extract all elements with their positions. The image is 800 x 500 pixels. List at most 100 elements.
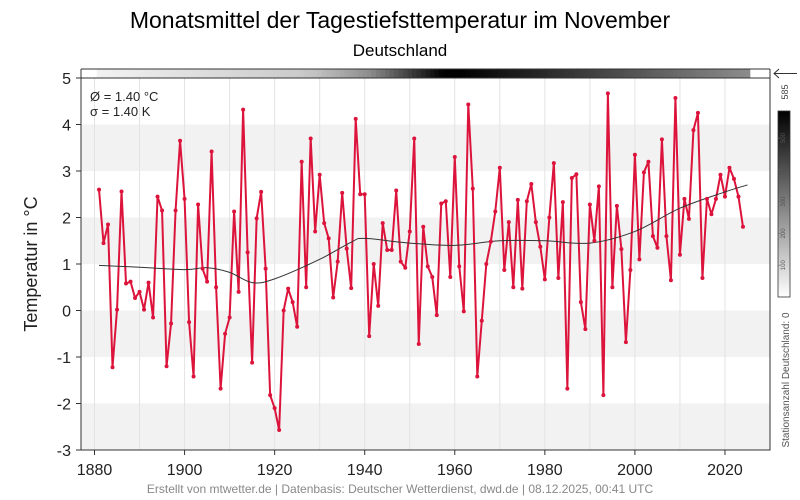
station-strip-cell <box>623 69 629 78</box>
data-point <box>664 234 669 239</box>
data-point <box>700 275 705 280</box>
station-strip-cell <box>632 69 638 78</box>
data-point <box>218 386 223 391</box>
data-point <box>331 295 336 300</box>
data-point <box>416 341 421 346</box>
station-strip-cell <box>155 69 161 78</box>
data-point <box>205 279 210 284</box>
station-strip-cell <box>420 69 427 78</box>
y-tick-label: 5 <box>62 71 71 88</box>
station-strip-cell <box>299 69 305 78</box>
station-strip-cell <box>105 69 111 78</box>
data-point <box>479 318 484 323</box>
station-strip-cell <box>191 69 197 78</box>
data-point <box>412 136 417 141</box>
data-point <box>587 202 592 207</box>
data-point <box>169 321 174 326</box>
station-strip-cell <box>587 69 593 78</box>
data-point <box>236 289 241 294</box>
y-tick-label: -3 <box>57 443 71 460</box>
station-strip-cell <box>222 69 228 78</box>
colorbar-tick-label: 500 <box>781 132 787 143</box>
y-tick-label: 2 <box>62 211 71 228</box>
data-point <box>322 221 327 226</box>
colorbar-tick-label: 300 <box>781 196 787 207</box>
data-point <box>686 216 691 221</box>
data-point <box>659 137 664 142</box>
data-point <box>430 275 435 280</box>
station-strip-cell <box>695 69 701 78</box>
station-strip-cell <box>146 69 152 78</box>
station-strip-cell <box>439 69 445 78</box>
station-strip-cell <box>326 69 332 78</box>
y-axis-ticks: 5 4 3 2 1 0 -1 -2 -3 <box>57 71 81 460</box>
station-strip-cell <box>569 69 575 78</box>
data-point <box>704 196 709 201</box>
station-strip-cell <box>511 69 517 78</box>
station-strip-cell <box>290 69 296 78</box>
data-point <box>677 252 682 257</box>
station-strip-cell <box>362 69 368 78</box>
station-strip-cell <box>173 69 179 78</box>
station-strip-cell <box>727 69 733 78</box>
series-line-trend <box>98 184 748 284</box>
station-strip-cell <box>137 69 143 78</box>
station-strip-cell <box>195 69 201 78</box>
data-point <box>569 175 574 180</box>
station-strip-cell <box>110 69 116 78</box>
data-point <box>466 102 471 107</box>
data-point <box>682 196 687 201</box>
data-point <box>538 244 543 249</box>
station-strip-cell <box>348 69 355 78</box>
station-strip-cell <box>641 69 647 78</box>
station-strip-cell <box>317 69 323 78</box>
station-strip-cell <box>637 69 643 78</box>
station-strip-cell <box>583 69 589 78</box>
station-strip-cell <box>416 69 422 78</box>
station-strip-cell <box>601 69 607 78</box>
x-tick-label: 2000 <box>617 462 653 479</box>
station-strip-cell <box>263 69 269 78</box>
data-point <box>250 360 255 365</box>
data-point <box>191 374 196 379</box>
data-point <box>299 159 304 164</box>
colorbar-max-label: 585 <box>780 84 790 99</box>
station-strip-cell <box>488 69 494 78</box>
station-strip-cell <box>308 69 314 78</box>
station-strip-cell <box>475 69 481 78</box>
station-strip-cell <box>168 69 174 78</box>
station-strip-cell <box>177 69 183 78</box>
band <box>81 124 770 171</box>
station-strip-cell <box>520 69 526 78</box>
station-strip-cell <box>479 69 485 78</box>
data-point <box>106 222 111 227</box>
data-point <box>128 279 133 284</box>
data-point <box>740 224 745 229</box>
data-point <box>619 247 624 252</box>
vertical-gridlines <box>94 78 726 450</box>
data-point <box>110 365 115 370</box>
station-strip-cell <box>200 69 206 78</box>
data-point <box>605 91 610 96</box>
station-strip-cell <box>506 69 512 78</box>
station-strip-cell <box>646 69 652 78</box>
data-point <box>578 300 583 305</box>
data-point <box>344 246 349 251</box>
y-tick-label: -2 <box>57 397 71 414</box>
station-strip-cell <box>443 69 449 78</box>
station-strip-cell <box>164 69 170 78</box>
station-strip-cell <box>574 69 580 78</box>
data-point <box>403 265 408 270</box>
x-tick-label: 2020 <box>707 462 743 479</box>
station-strip-cell <box>565 69 571 78</box>
station-strip-cell <box>718 69 724 78</box>
data-point <box>641 170 646 175</box>
station-strip-cell <box>114 69 120 78</box>
data-point <box>245 250 250 255</box>
data-point <box>160 208 165 213</box>
data-point <box>124 281 129 286</box>
x-tick-label: 1920 <box>257 462 293 479</box>
strip-arrow-head <box>773 68 780 79</box>
station-strip-cell <box>245 69 251 78</box>
